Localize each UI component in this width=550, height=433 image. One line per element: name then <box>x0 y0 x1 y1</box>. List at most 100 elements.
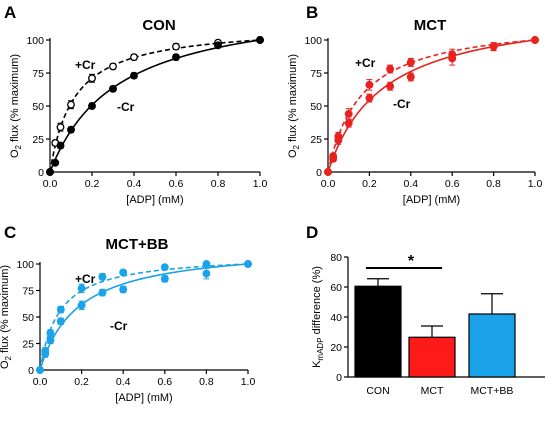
x-tick-label: 0.4 <box>403 178 418 190</box>
panel-title: CON <box>142 17 175 34</box>
series-minus-cr: -Cr <box>324 36 539 176</box>
panel-a: A CON 0.0 0.2 0.4 0.6 0.8 1.0 0 25 50 75 100 [ADP] (m… <box>4 3 267 206</box>
data-point <box>46 336 55 345</box>
panel-b: B MCT 0.0 0.2 0.4 0.6 0.8 1.0 0 25 50 75 100 [ADP] (m… <box>287 3 542 206</box>
y-tick-label: 100 <box>16 259 34 271</box>
data-point <box>365 80 374 89</box>
fit-curve <box>327 39 536 173</box>
data-point <box>256 36 264 44</box>
panel-title: MCT <box>414 17 447 34</box>
data-point <box>448 54 457 63</box>
x-tick-label: 1.0 <box>528 178 543 190</box>
panel-title: MCT+BB <box>106 236 169 253</box>
panel-letter: A <box>4 3 16 22</box>
panel-d: D 0 20 40 60 80 KmADP difference (%) CON MCT MCT+… <box>306 223 545 397</box>
y-tick-label: 40 <box>330 312 342 324</box>
x-axis-label: [ADP] (mM) <box>403 194 460 206</box>
y-tick-label: 50 <box>310 101 322 113</box>
data-point <box>109 84 117 93</box>
panel-letter: C <box>4 223 16 242</box>
y-axis-label: O2 flux (% maximum) <box>9 54 23 158</box>
data-point <box>56 305 65 314</box>
x-tick-label: 0.8 <box>486 178 501 190</box>
x-tick-label: 0.4 <box>127 178 142 190</box>
bar <box>408 336 456 378</box>
data-point <box>172 42 180 51</box>
data-point <box>365 94 374 103</box>
fit-curve <box>49 39 261 173</box>
series-label: -Cr <box>110 319 128 333</box>
y-tick-label: 60 <box>330 282 342 294</box>
x-tick-label: 0.0 <box>321 178 336 190</box>
data-point <box>98 288 107 297</box>
y-axis-label: O2 flux (% maximum) <box>287 54 301 158</box>
panel-letter: B <box>306 3 318 22</box>
data-point <box>109 62 117 71</box>
bar <box>354 285 402 378</box>
y-tick-label: 50 <box>32 101 44 113</box>
data-point <box>406 73 415 81</box>
series-minus-cr: -Cr <box>46 36 264 176</box>
series-plus-cr: +Cr <box>36 260 252 374</box>
data-point <box>88 74 96 83</box>
data-point <box>324 168 332 176</box>
y-tick-label: 0 <box>38 167 44 179</box>
data-point <box>344 109 353 118</box>
y-tick-label: 75 <box>22 286 34 298</box>
y-tick-label: 25 <box>32 134 44 146</box>
y-tick-label: 100 <box>304 35 322 47</box>
x-tick-label: MCT <box>421 385 444 397</box>
data-point <box>160 263 169 272</box>
series-label: -Cr <box>117 100 135 114</box>
data-point <box>202 260 211 268</box>
series-label: +Cr <box>75 58 96 72</box>
data-point <box>329 154 338 163</box>
data-point <box>130 71 138 80</box>
y-tick-label: 0 <box>28 365 34 377</box>
fit-curve <box>39 263 249 371</box>
data-point <box>244 260 252 268</box>
x-tick-label: 0.6 <box>445 178 460 190</box>
x-tick-label: MCT+BB <box>471 385 514 397</box>
data-point <box>531 36 539 44</box>
series-label: +Cr <box>355 56 376 70</box>
y-tick-label: 50 <box>22 312 34 324</box>
x-tick-label: 0.8 <box>211 178 226 190</box>
series-minus-cr: -Cr <box>36 260 252 374</box>
data-point <box>406 58 415 67</box>
x-tick-label: 0.6 <box>169 178 184 190</box>
x-tick-label: 0.4 <box>116 376 131 388</box>
x-tick-label: 0.2 <box>362 178 377 190</box>
y-tick-label: 20 <box>330 342 342 354</box>
data-point <box>56 317 65 326</box>
y-axis-label: O2 flux (% maximum) <box>0 265 13 369</box>
data-point <box>130 53 138 62</box>
x-tick-label: 0.8 <box>199 376 214 388</box>
y-tick-label: 0 <box>336 372 342 384</box>
y-tick-label: 75 <box>310 68 322 80</box>
x-tick-label: 1.0 <box>253 178 268 190</box>
y-axis-label: KmADP difference (%) <box>311 266 325 368</box>
data-point <box>46 168 54 176</box>
x-axis-label: [ADP] (mM) <box>115 392 172 404</box>
y-tick-label: 80 <box>330 252 342 264</box>
data-point <box>77 301 86 310</box>
fit-curve <box>39 263 249 371</box>
x-tick-label: 0.6 <box>157 376 172 388</box>
fit-curve <box>49 39 261 173</box>
x-tick-label: 1.0 <box>241 376 256 388</box>
data-point <box>386 82 395 91</box>
y-tick-label: 0 <box>316 167 322 179</box>
series-label: -Cr <box>393 97 411 111</box>
fit-curve <box>327 39 536 173</box>
series-plus-cr: +Cr <box>46 36 264 176</box>
series-label: +Cr <box>75 272 96 286</box>
data-point <box>67 125 75 134</box>
y-tick-label: 25 <box>310 134 322 146</box>
significance-star: * <box>408 253 415 270</box>
data-point <box>334 136 343 145</box>
x-tick-label: 0.0 <box>43 178 58 190</box>
data-point <box>51 158 60 167</box>
x-tick-label: 0.0 <box>33 376 48 388</box>
